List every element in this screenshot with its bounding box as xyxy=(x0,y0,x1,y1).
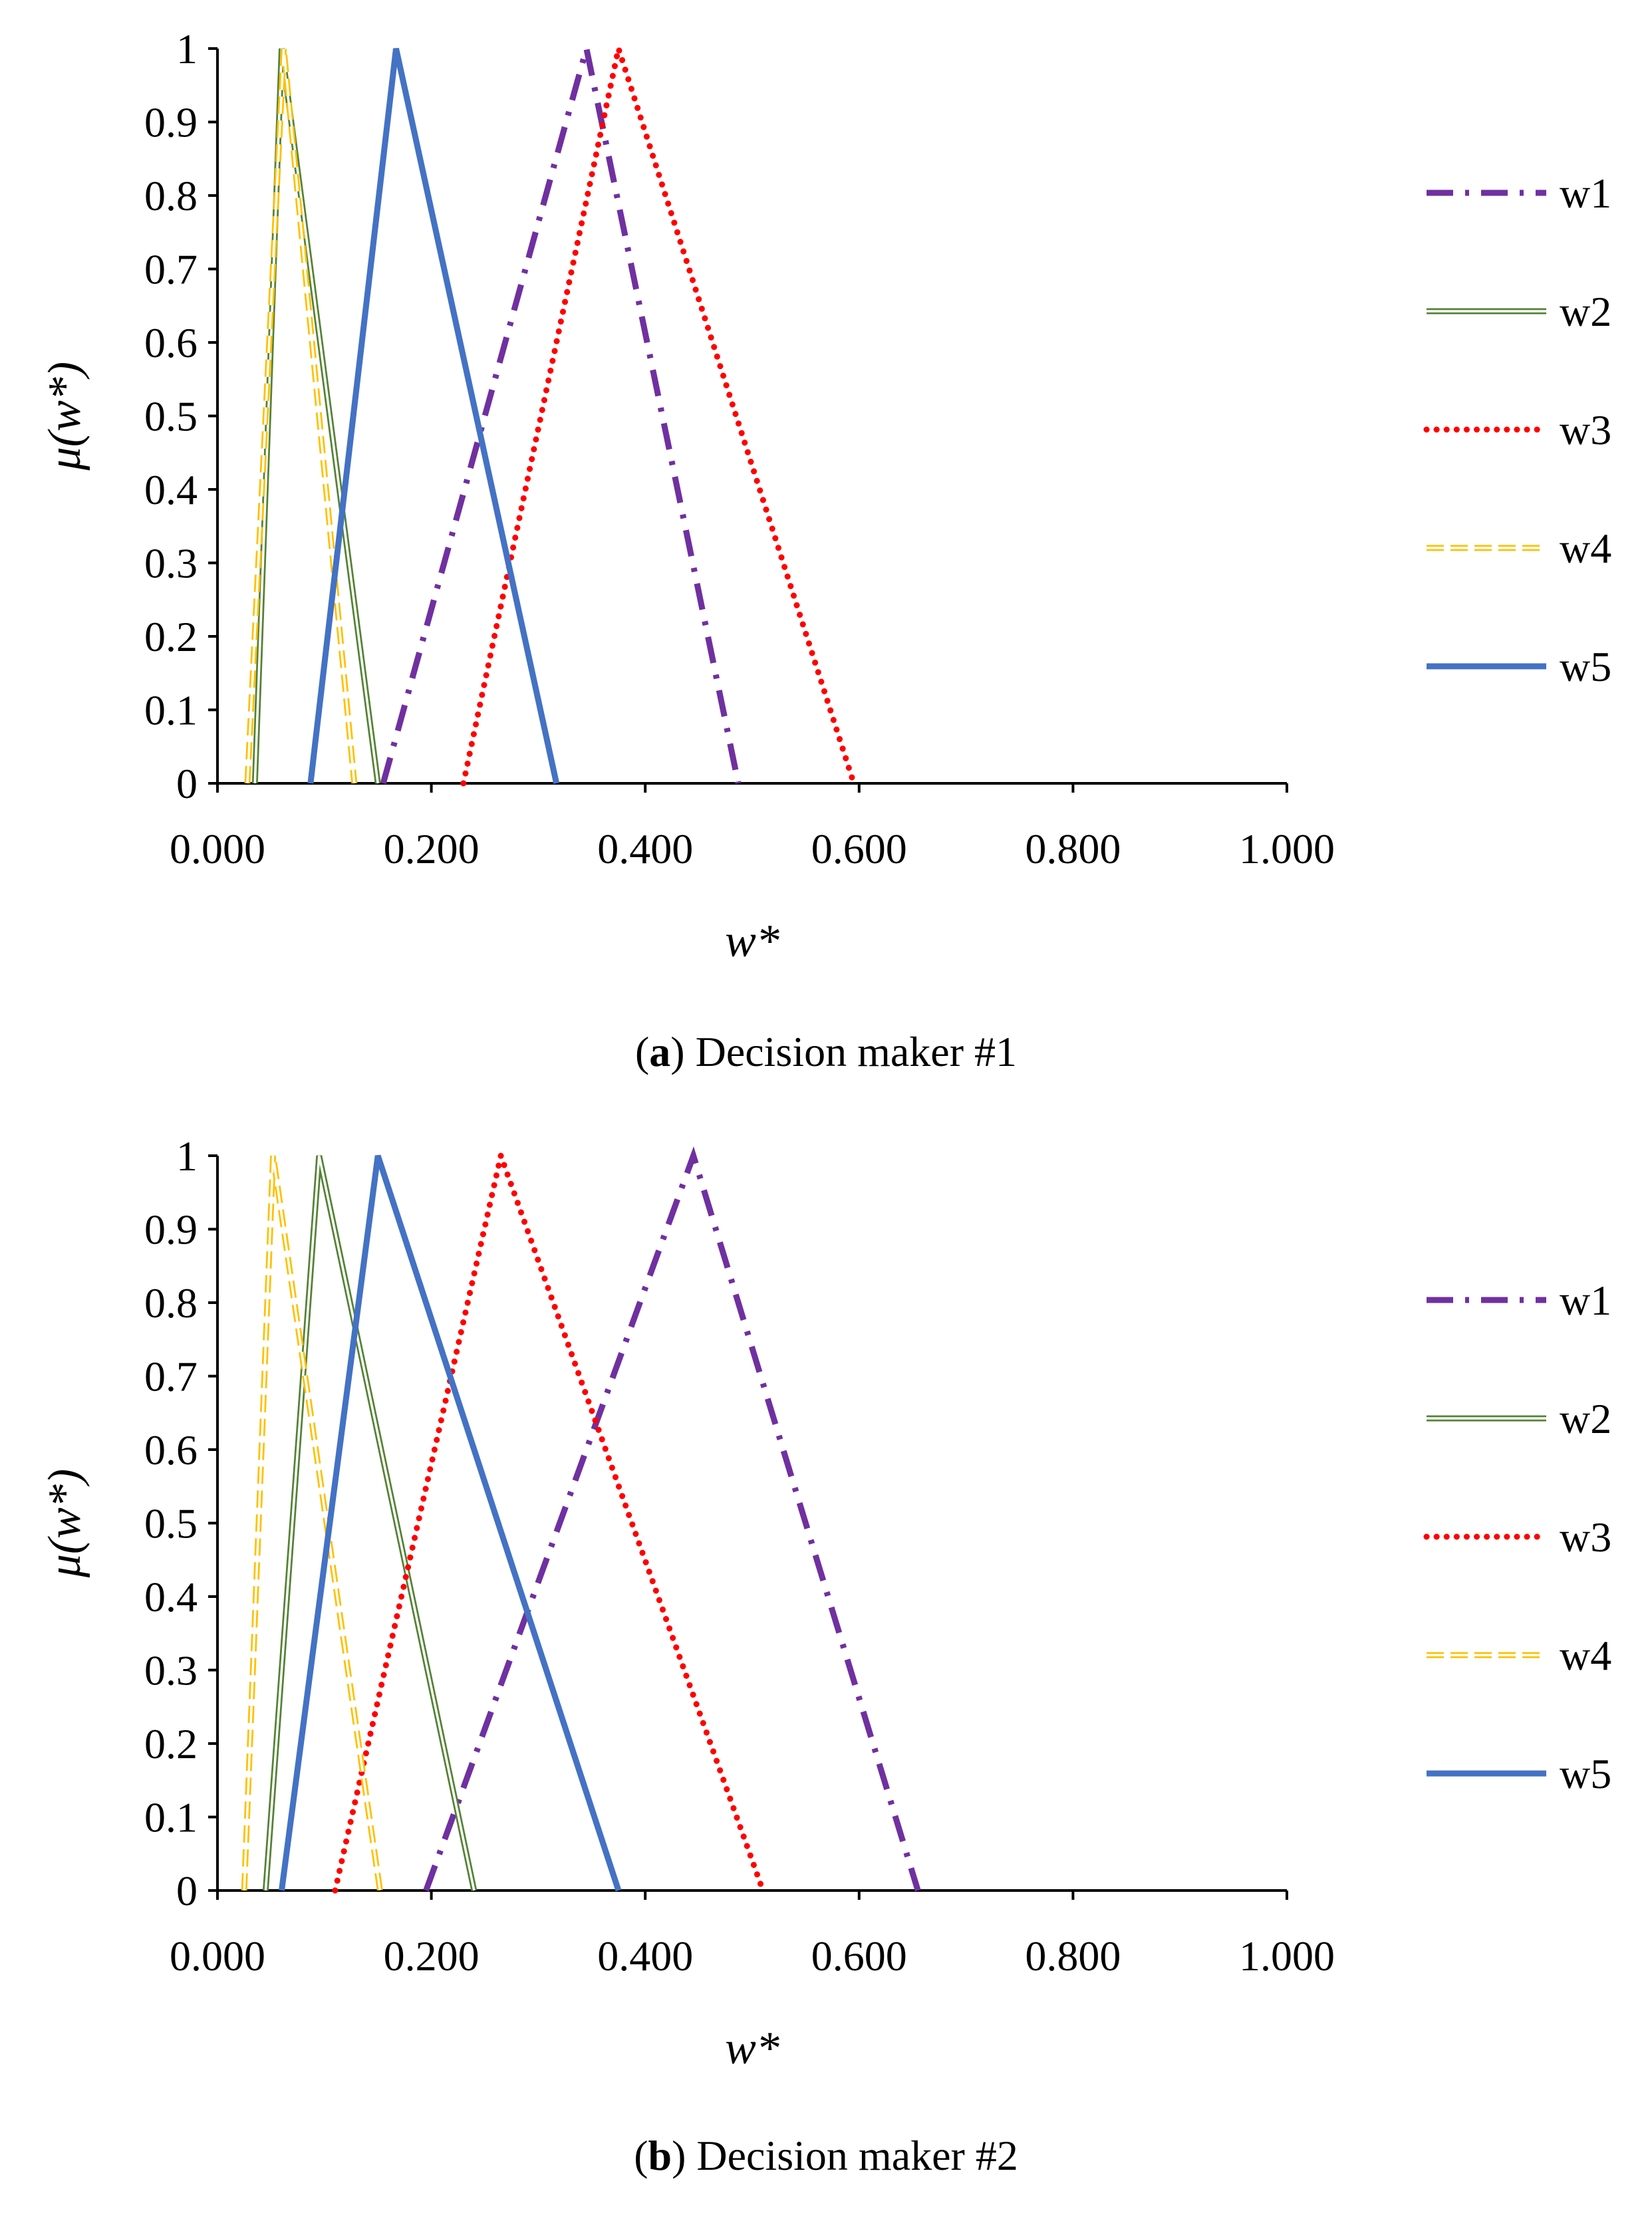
legend-label-w2: w2 xyxy=(1560,288,1611,335)
y-tick-label: 0.5 xyxy=(144,1500,198,1547)
y-tick-label: 0.6 xyxy=(144,1426,198,1474)
x-tick-label: 0.200 xyxy=(384,825,480,872)
caption-b-letter: b xyxy=(648,2132,672,2179)
caption-b-text: Decision maker #2 xyxy=(696,2132,1018,2179)
x-tick-label: 0.600 xyxy=(811,1932,907,1980)
legend-item-w2: w2 xyxy=(1427,1395,1611,1442)
y-tick-label: 0.8 xyxy=(144,1279,198,1327)
y-tick-label: 0.4 xyxy=(144,466,198,513)
y-tick-label: 0.5 xyxy=(144,393,198,440)
caption-a-letter: a xyxy=(649,1028,671,1075)
x-tick-label: 0.800 xyxy=(1025,1932,1121,1980)
legend-label-w1: w1 xyxy=(1560,1277,1611,1324)
y-tick-label: 0.9 xyxy=(144,1206,198,1253)
legend-item-w2: w2 xyxy=(1427,288,1611,335)
y-tick-label: 1 xyxy=(176,25,198,72)
x-tick-label: 0.000 xyxy=(170,1932,265,1980)
y-tick-label: 0.6 xyxy=(144,319,198,366)
legend-label-w2: w2 xyxy=(1560,1395,1611,1442)
y-tick-label: 0.7 xyxy=(144,246,198,293)
legend-label-w5: w5 xyxy=(1560,1750,1611,1797)
x-tick-label: 1.000 xyxy=(1239,1932,1335,1980)
y-tick-label: 0.2 xyxy=(144,1720,198,1767)
legend-item-w4: w4 xyxy=(1427,1632,1611,1679)
series-w1-line xyxy=(380,47,742,785)
series-w2-line xyxy=(251,48,381,784)
y-tick-label: 0.7 xyxy=(144,1353,198,1400)
x-tick-label: 1.000 xyxy=(1239,825,1335,872)
y-tick-label: 0.9 xyxy=(144,99,198,146)
y-axis-label: μ(w*) xyxy=(39,1469,90,1578)
legend-label-w4: w4 xyxy=(1560,1632,1611,1679)
y-tick-label: 1 xyxy=(176,1132,198,1180)
series-w2-line xyxy=(262,1155,478,1891)
y-tick-label: 0.4 xyxy=(144,1573,198,1621)
y-axis-label: μ(w*) xyxy=(39,362,90,471)
legend-item-w3: w3 xyxy=(1423,406,1611,454)
series-w4-line xyxy=(244,48,358,784)
caption-b: (b) Decision maker #2 xyxy=(634,2132,1018,2179)
legend-item-w1: w1 xyxy=(1427,1277,1611,1324)
series-w5-line xyxy=(279,1154,622,1892)
x-axis-label: w* xyxy=(725,2023,779,2074)
y-tick-label: 0.8 xyxy=(144,172,198,219)
x-tick-label: 0.400 xyxy=(597,1932,693,1980)
legend-label-w3: w3 xyxy=(1560,1513,1611,1561)
y-tick-label: 0.1 xyxy=(144,1794,198,1841)
legend-label-w3: w3 xyxy=(1560,406,1611,454)
caption-a-text: Decision maker #1 xyxy=(695,1028,1018,1075)
y-tick-label: 0.1 xyxy=(144,687,198,734)
y-tick-label: 0 xyxy=(176,760,198,807)
series-w3-line xyxy=(460,37,857,787)
chart-b: 0 0.1 0.2 0.3 0.4 0.5 0.6 0.7 0.8 0.9 1 0.000 0.200 0… xyxy=(39,1132,1611,2074)
series-w3-line xyxy=(332,1144,766,1894)
legend-item-w1: w1 xyxy=(1427,170,1611,217)
y-tick-label: 0.3 xyxy=(144,1647,198,1694)
legend-label-w5: w5 xyxy=(1560,643,1611,690)
caption-a: (a) Decision maker #1 xyxy=(634,1028,1018,1075)
chart-panel-a: 0 0.1 0.2 0.3 0.4 0.5 0.6 0.7 0.8 0.9 1 0.000 0.200 0… xyxy=(0,0,1652,1107)
legend-label-w4: w4 xyxy=(1560,525,1611,572)
y-tick-label: 0 xyxy=(176,1867,198,1914)
y-tick-label: 0.2 xyxy=(144,613,198,660)
legend-item-w4: w4 xyxy=(1427,525,1611,572)
chart-panel-b: 0 0.1 0.2 0.3 0.4 0.5 0.6 0.7 0.8 0.9 1 0.000 0.200 0… xyxy=(0,1107,1652,2214)
legend-item-w3: w3 xyxy=(1423,1513,1611,1561)
series-w1-line xyxy=(423,1146,921,1892)
chart-a: 0 0.1 0.2 0.3 0.4 0.5 0.6 0.7 0.8 0.9 1 0.000 0.200 0… xyxy=(39,25,1611,967)
series-w4-line xyxy=(241,1155,383,1891)
legend-item-w5: w5 xyxy=(1427,643,1611,690)
legend-item-w5: w5 xyxy=(1427,1750,1611,1797)
y-tick-label: 0.3 xyxy=(144,540,198,587)
series-w5-line xyxy=(307,48,560,784)
x-tick-label: 0.400 xyxy=(597,825,693,872)
x-tick-label: 0.000 xyxy=(170,825,265,872)
x-tick-label: 0.600 xyxy=(811,825,907,872)
x-tick-label: 0.800 xyxy=(1025,825,1121,872)
x-tick-label: 0.200 xyxy=(384,1932,480,1980)
x-axis-label: w* xyxy=(725,916,779,967)
legend-label-w1: w1 xyxy=(1560,170,1611,217)
